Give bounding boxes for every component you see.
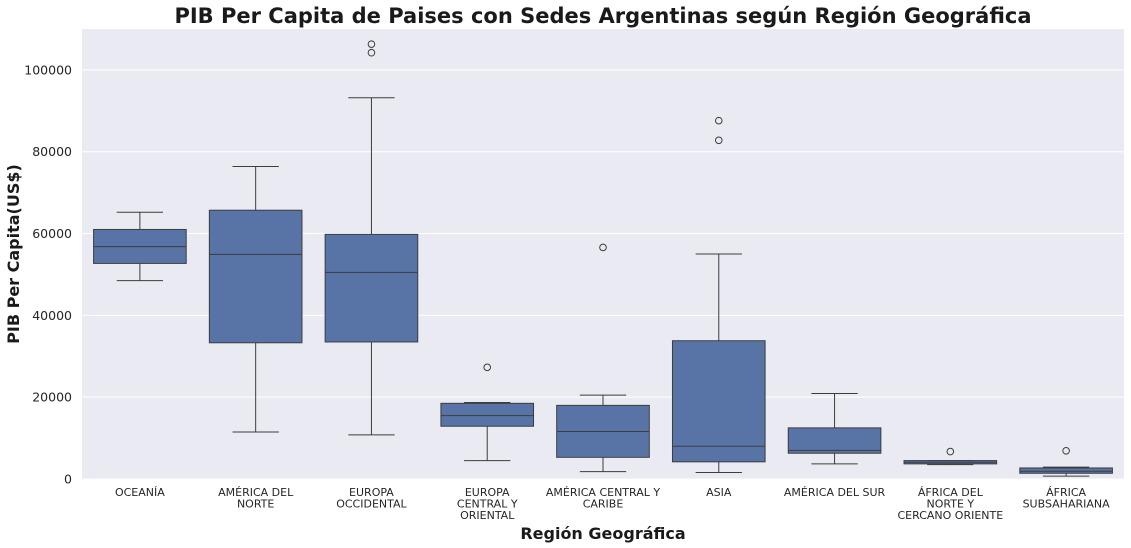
x-axis-label: Región Geográfica (520, 524, 685, 543)
box-series (93, 40, 1113, 477)
y-tick-label: 80000 (32, 144, 72, 159)
x-tick-label: ASIA (706, 486, 732, 499)
outlier-point (367, 48, 376, 57)
outlier-point (714, 116, 723, 125)
box-group (903, 447, 998, 466)
y-tick-label: 0 (64, 472, 72, 487)
chart-title: PIB Per Capita de Paises con Sedes Argen… (174, 4, 1031, 28)
box-group (1019, 446, 1113, 477)
x-tick-label: EUROPA CENTRAL Y ORIENTAL (457, 486, 518, 522)
outlier-point (1062, 446, 1070, 455)
outlier-point (483, 363, 492, 372)
y-tick-label: 60000 (32, 226, 72, 241)
iqr-box (208, 209, 303, 344)
x-tick-label: OCEANÍA (115, 486, 165, 499)
iqr-box (671, 340, 766, 463)
y-tick-label: 20000 (32, 390, 72, 405)
iqr-box (787, 427, 882, 454)
box-group (440, 363, 535, 462)
x-tick-label: ÁFRICA DEL NORTE Y CERCANO ORIENTE (897, 486, 1003, 522)
x-tick-label: AMÉRICA DEL SUR (784, 486, 886, 499)
y-axis-label: PIB Per Capita(US$) (4, 164, 23, 344)
x-tick-label: EUROPA OCCIDENTAL (336, 486, 407, 511)
iqr-box (324, 233, 419, 343)
x-tick-label: AMÉRICA DEL NORTE (218, 486, 294, 511)
outlier-point (946, 447, 955, 456)
x-tick-label: ÁFRICA SUBSAHARIANA (1023, 486, 1111, 511)
box-group (324, 40, 419, 436)
outlier-point (599, 243, 607, 252)
outlier-point (714, 136, 723, 145)
box-group (93, 211, 187, 282)
iqr-box (1019, 467, 1113, 474)
y-tick-label: 100000 (24, 62, 72, 77)
box-group (787, 393, 882, 465)
box-group (671, 116, 766, 473)
box-group (208, 165, 303, 433)
box-group (556, 243, 650, 473)
outlier-point (367, 40, 376, 48)
x-axis-ticks: OCEANÍA AMÉRICA DEL NORTE EUROPA OCCIDENTAL E… (115, 486, 1110, 522)
y-axis-ticks: 0 20000 40000 60000 80000 100000 (24, 62, 72, 486)
y-tick-label: 40000 (32, 308, 72, 323)
iqr-box (440, 402, 535, 427)
x-tick-label: AMÉRICA CENTRAL Y CARIBE (546, 486, 660, 511)
